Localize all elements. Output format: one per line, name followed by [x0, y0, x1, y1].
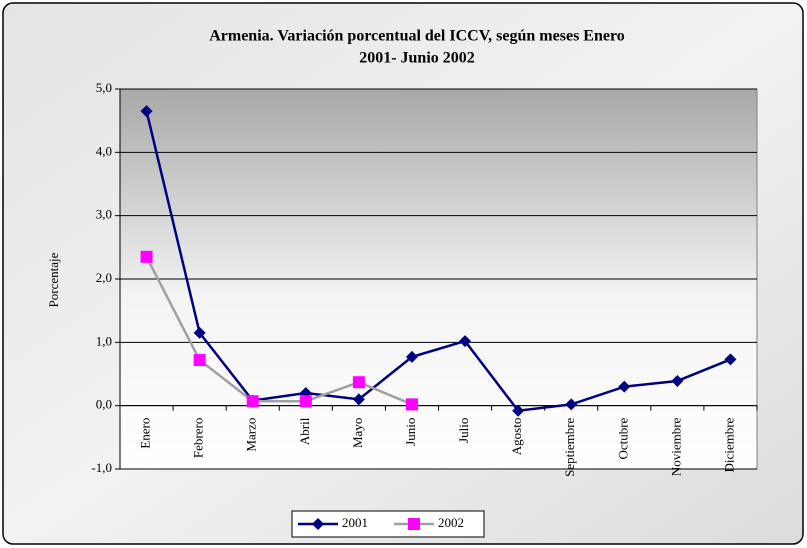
x-tick-label: Abril	[297, 417, 312, 445]
y-tick-label: 3,0	[96, 207, 112, 222]
x-tick-label: Junio	[403, 418, 418, 446]
x-tick-label: Febrero	[191, 418, 206, 458]
y-tick-label: 2,0	[96, 270, 112, 285]
y-tick-label: -1,0	[91, 460, 112, 475]
data-point	[724, 353, 737, 366]
y-axis-label: Porcentaje	[46, 252, 61, 307]
data-point	[405, 398, 418, 411]
y-tick-label: 0,0	[96, 397, 112, 412]
data-point	[405, 350, 418, 363]
data-point	[352, 376, 365, 389]
x-tick-label: Enero	[138, 418, 153, 449]
data-point	[140, 250, 153, 263]
data-point	[140, 105, 153, 118]
legend-label: 2002	[438, 515, 464, 530]
data-point	[671, 374, 684, 387]
legend-label: 2001	[342, 515, 368, 530]
series-line	[145, 110, 731, 413]
data-point	[193, 326, 206, 339]
legend-marker	[408, 518, 420, 530]
x-tick-label: Diciembre	[721, 417, 736, 472]
series-line	[145, 256, 413, 406]
x-tick-label: Octubre	[615, 417, 630, 459]
legend-marker	[312, 518, 324, 530]
x-tick-label: Septiembre	[562, 417, 577, 476]
y-tick-label: 4,0	[96, 143, 112, 158]
x-tick-label: Mayo	[350, 418, 365, 448]
data-point	[512, 404, 525, 417]
data-point	[246, 395, 259, 408]
data-point	[618, 380, 631, 393]
chart-title: Armenia. Variación porcentual del ICCV, …	[209, 28, 625, 45]
y-tick-label: 1,0	[96, 333, 112, 348]
data-point	[299, 395, 312, 408]
x-tick-label: Noviembre	[668, 417, 683, 476]
x-tick-label: Agosto	[509, 418, 524, 456]
data-point	[459, 335, 472, 348]
data-point	[193, 354, 206, 367]
data-point	[565, 398, 578, 411]
x-tick-label: Marzo	[244, 418, 259, 452]
chart-title: 2001- Junio 2002	[359, 50, 475, 67]
x-tick-label: Julio	[456, 418, 471, 443]
y-tick-label: 5,0	[96, 80, 112, 95]
data-point	[352, 393, 365, 406]
